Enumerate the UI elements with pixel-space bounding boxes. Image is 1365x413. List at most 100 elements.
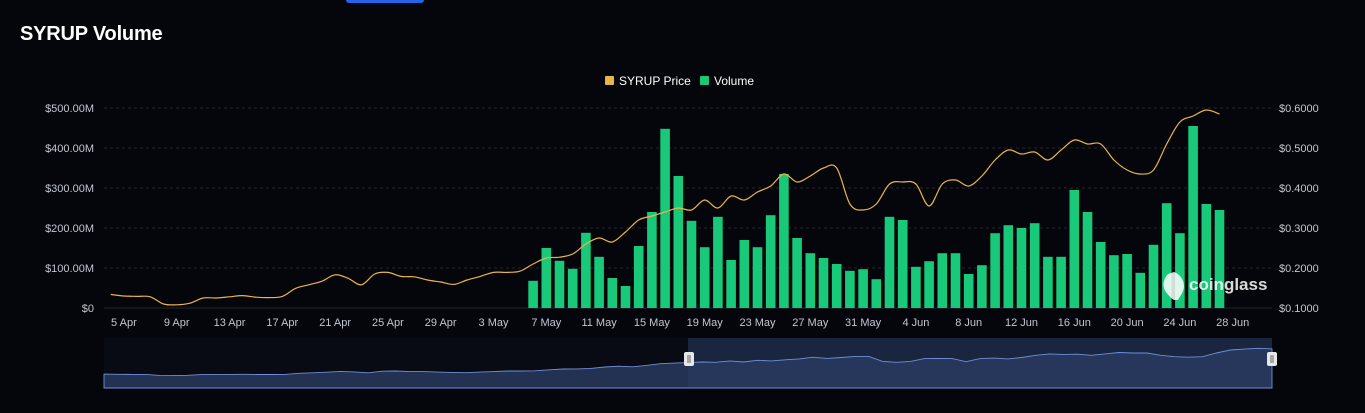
volume-bar[interactable] <box>884 216 895 308</box>
volume-bar[interactable] <box>937 253 948 308</box>
volume-bar[interactable] <box>1148 244 1159 308</box>
volume-bar[interactable] <box>647 212 657 308</box>
volume-bar[interactable] <box>620 286 631 308</box>
volume-bar[interactable] <box>1109 255 1119 308</box>
volume-bar[interactable] <box>1095 242 1106 308</box>
navigator-handle-right[interactable] <box>1267 352 1277 366</box>
x-tick-label: 3 May <box>479 317 509 329</box>
page-title: SYRUP Volume <box>20 23 163 45</box>
x-tick-label: 11 May <box>581 317 617 329</box>
volume-bar[interactable] <box>1016 228 1027 308</box>
navigator-handle-left[interactable] <box>684 352 694 366</box>
volume-bar[interactable] <box>858 269 868 308</box>
volume-bar[interactable] <box>673 176 684 308</box>
volume-bar[interactable] <box>1161 203 1172 308</box>
volume-bar[interactable] <box>607 278 618 308</box>
volume-bar[interactable] <box>871 279 882 308</box>
volume-bar[interactable] <box>726 260 736 308</box>
volume-bar[interactable] <box>924 261 934 308</box>
x-tick-label: 12 Jun <box>1005 317 1038 329</box>
navigator[interactable] <box>103 338 1277 389</box>
x-tick-label: 24 Jun <box>1163 317 1196 329</box>
volume-bar[interactable] <box>805 253 816 308</box>
volume-bar[interactable] <box>1029 223 1040 308</box>
volume-bar[interactable] <box>660 128 670 308</box>
x-tick-label: 27 May <box>792 317 829 329</box>
volume-bar[interactable] <box>594 256 604 308</box>
y-right-tick-label: $0.3000 <box>1279 223 1319 235</box>
legend-label-price[interactable]: SYRUP Price <box>619 74 691 88</box>
volume-bar[interactable] <box>1069 190 1080 308</box>
volume-bar[interactable] <box>699 247 710 308</box>
top-accent-bar <box>346 0 424 3</box>
volume-bar[interactable] <box>1082 212 1093 308</box>
x-tick-label: 16 Jun <box>1058 317 1091 329</box>
volume-bar[interactable] <box>541 248 552 308</box>
volume-bar[interactable] <box>963 274 974 308</box>
volume-bar[interactable] <box>567 268 578 308</box>
volume-bar[interactable] <box>713 216 723 308</box>
x-tick-label: 17 Apr <box>266 317 298 329</box>
volume-bar[interactable] <box>765 215 776 308</box>
volume-bar[interactable] <box>1003 225 1014 308</box>
x-tick-label: 4 Jun <box>902 317 929 329</box>
price-line <box>110 109 1220 306</box>
volume-bar[interactable] <box>897 220 908 308</box>
x-tick-label: 19 May <box>687 317 724 329</box>
volume-bar[interactable] <box>911 266 921 308</box>
y-left-tick-label: $500.00M <box>45 103 94 115</box>
x-tick-label: 8 Jun <box>955 317 982 329</box>
y-axis-right: $0.1000 $0.2000 $0.3000 $0.4000 $0.5000 $0.60… <box>1279 103 1319 315</box>
x-tick-label: 20 Jun <box>1111 317 1144 329</box>
x-tick-label: 29 Apr <box>425 317 457 329</box>
volume-bar[interactable] <box>977 265 987 308</box>
y-axis-left: $0 $100.00M $200.00M $300.00M $400.00M $500.0… <box>45 103 94 315</box>
coinglass-logo-icon <box>1163 272 1184 300</box>
legend[interactable]: SYRUP Price Volume <box>605 74 754 88</box>
volume-bar[interactable] <box>779 174 789 308</box>
x-tick-label: 9 Apr <box>164 317 190 329</box>
legend-label-volume[interactable]: Volume <box>714 74 754 88</box>
volume-bar[interactable] <box>633 246 644 308</box>
volume-bar[interactable] <box>581 232 591 308</box>
x-tick-label: 23 May <box>739 317 776 329</box>
volume-bar[interactable] <box>1201 204 1212 308</box>
volume-bar[interactable] <box>1188 126 1198 308</box>
y-right-tick-label: $0.4000 <box>1279 183 1319 195</box>
y-left-tick-label: $100.00M <box>45 263 94 275</box>
volume-bar[interactable] <box>1175 233 1185 308</box>
x-tick-label: 25 Apr <box>372 317 404 329</box>
volume-bar[interactable] <box>528 280 538 308</box>
volume-bar[interactable] <box>1122 254 1132 308</box>
volume-bar[interactable] <box>950 253 961 308</box>
y-left-tick-label: $0 <box>82 303 94 315</box>
x-axis: 5 Apr 9 Apr 13 Apr 17 Apr 21 Apr 25 Apr 29 Apr… <box>111 317 1249 329</box>
x-tick-label: 21 Apr <box>319 317 351 329</box>
watermark-text: coinglass <box>1189 275 1267 294</box>
volume-bar[interactable] <box>752 247 763 308</box>
y-left-tick-label: $200.00M <box>45 223 94 235</box>
y-right-tick-label: $0.2000 <box>1279 263 1319 275</box>
volume-bar[interactable] <box>831 264 842 308</box>
volume-bar[interactable] <box>818 258 829 308</box>
watermark: coinglass <box>1163 272 1267 300</box>
x-tick-label: 28 Jun <box>1216 317 1249 329</box>
volume-bar[interactable] <box>1135 272 1146 308</box>
volume-bar[interactable] <box>739 240 750 308</box>
legend-swatch-price <box>605 76 614 85</box>
y-right-tick-label: $0.1000 <box>1279 303 1319 315</box>
volume-bar[interactable] <box>1214 210 1225 308</box>
y-right-tick-label: $0.6000 <box>1279 103 1319 115</box>
volume-bars <box>528 126 1225 308</box>
x-tick-label: 15 May <box>634 317 671 329</box>
volume-bar[interactable] <box>792 238 802 308</box>
volume-bar[interactable] <box>554 260 565 308</box>
navigator-series-area <box>103 347 1273 389</box>
volume-bar[interactable] <box>1056 256 1066 308</box>
volume-bar[interactable] <box>1043 256 1053 308</box>
x-tick-label: 7 May <box>531 317 561 329</box>
volume-bar[interactable] <box>686 220 697 308</box>
volume-bar[interactable] <box>845 270 855 308</box>
volume-bar[interactable] <box>990 233 1000 308</box>
